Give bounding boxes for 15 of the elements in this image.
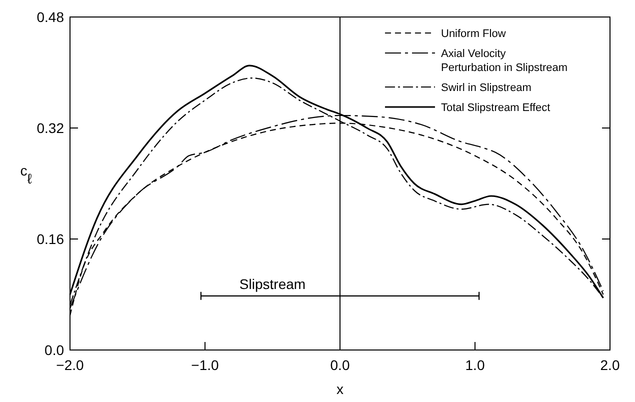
x-tick-label: −1.0 bbox=[191, 357, 220, 373]
y-tick-label: 0.48 bbox=[36, 9, 64, 25]
legend-label: Axial Velocity Perturbation in Slipstream bbox=[441, 48, 568, 74]
x-tick-label: 0.0 bbox=[330, 357, 350, 373]
x-tick-label: 2.0 bbox=[600, 357, 620, 373]
y-tick-label: 0.16 bbox=[36, 231, 64, 247]
legend-label: Swirl in Slipstream bbox=[441, 82, 532, 94]
annotation: Slipstream bbox=[239, 276, 306, 292]
legend-label: Uniform Flow bbox=[441, 28, 506, 40]
x-tick-label: 1.0 bbox=[465, 357, 485, 373]
legend-label: Total Slipstream Effect bbox=[441, 102, 550, 114]
y-tick-label: 0.0 bbox=[44, 342, 64, 358]
x-tick-label: −2.0 bbox=[56, 357, 84, 373]
y-tick-label: 0.32 bbox=[36, 120, 64, 136]
x-axis-title: x bbox=[336, 381, 344, 397]
